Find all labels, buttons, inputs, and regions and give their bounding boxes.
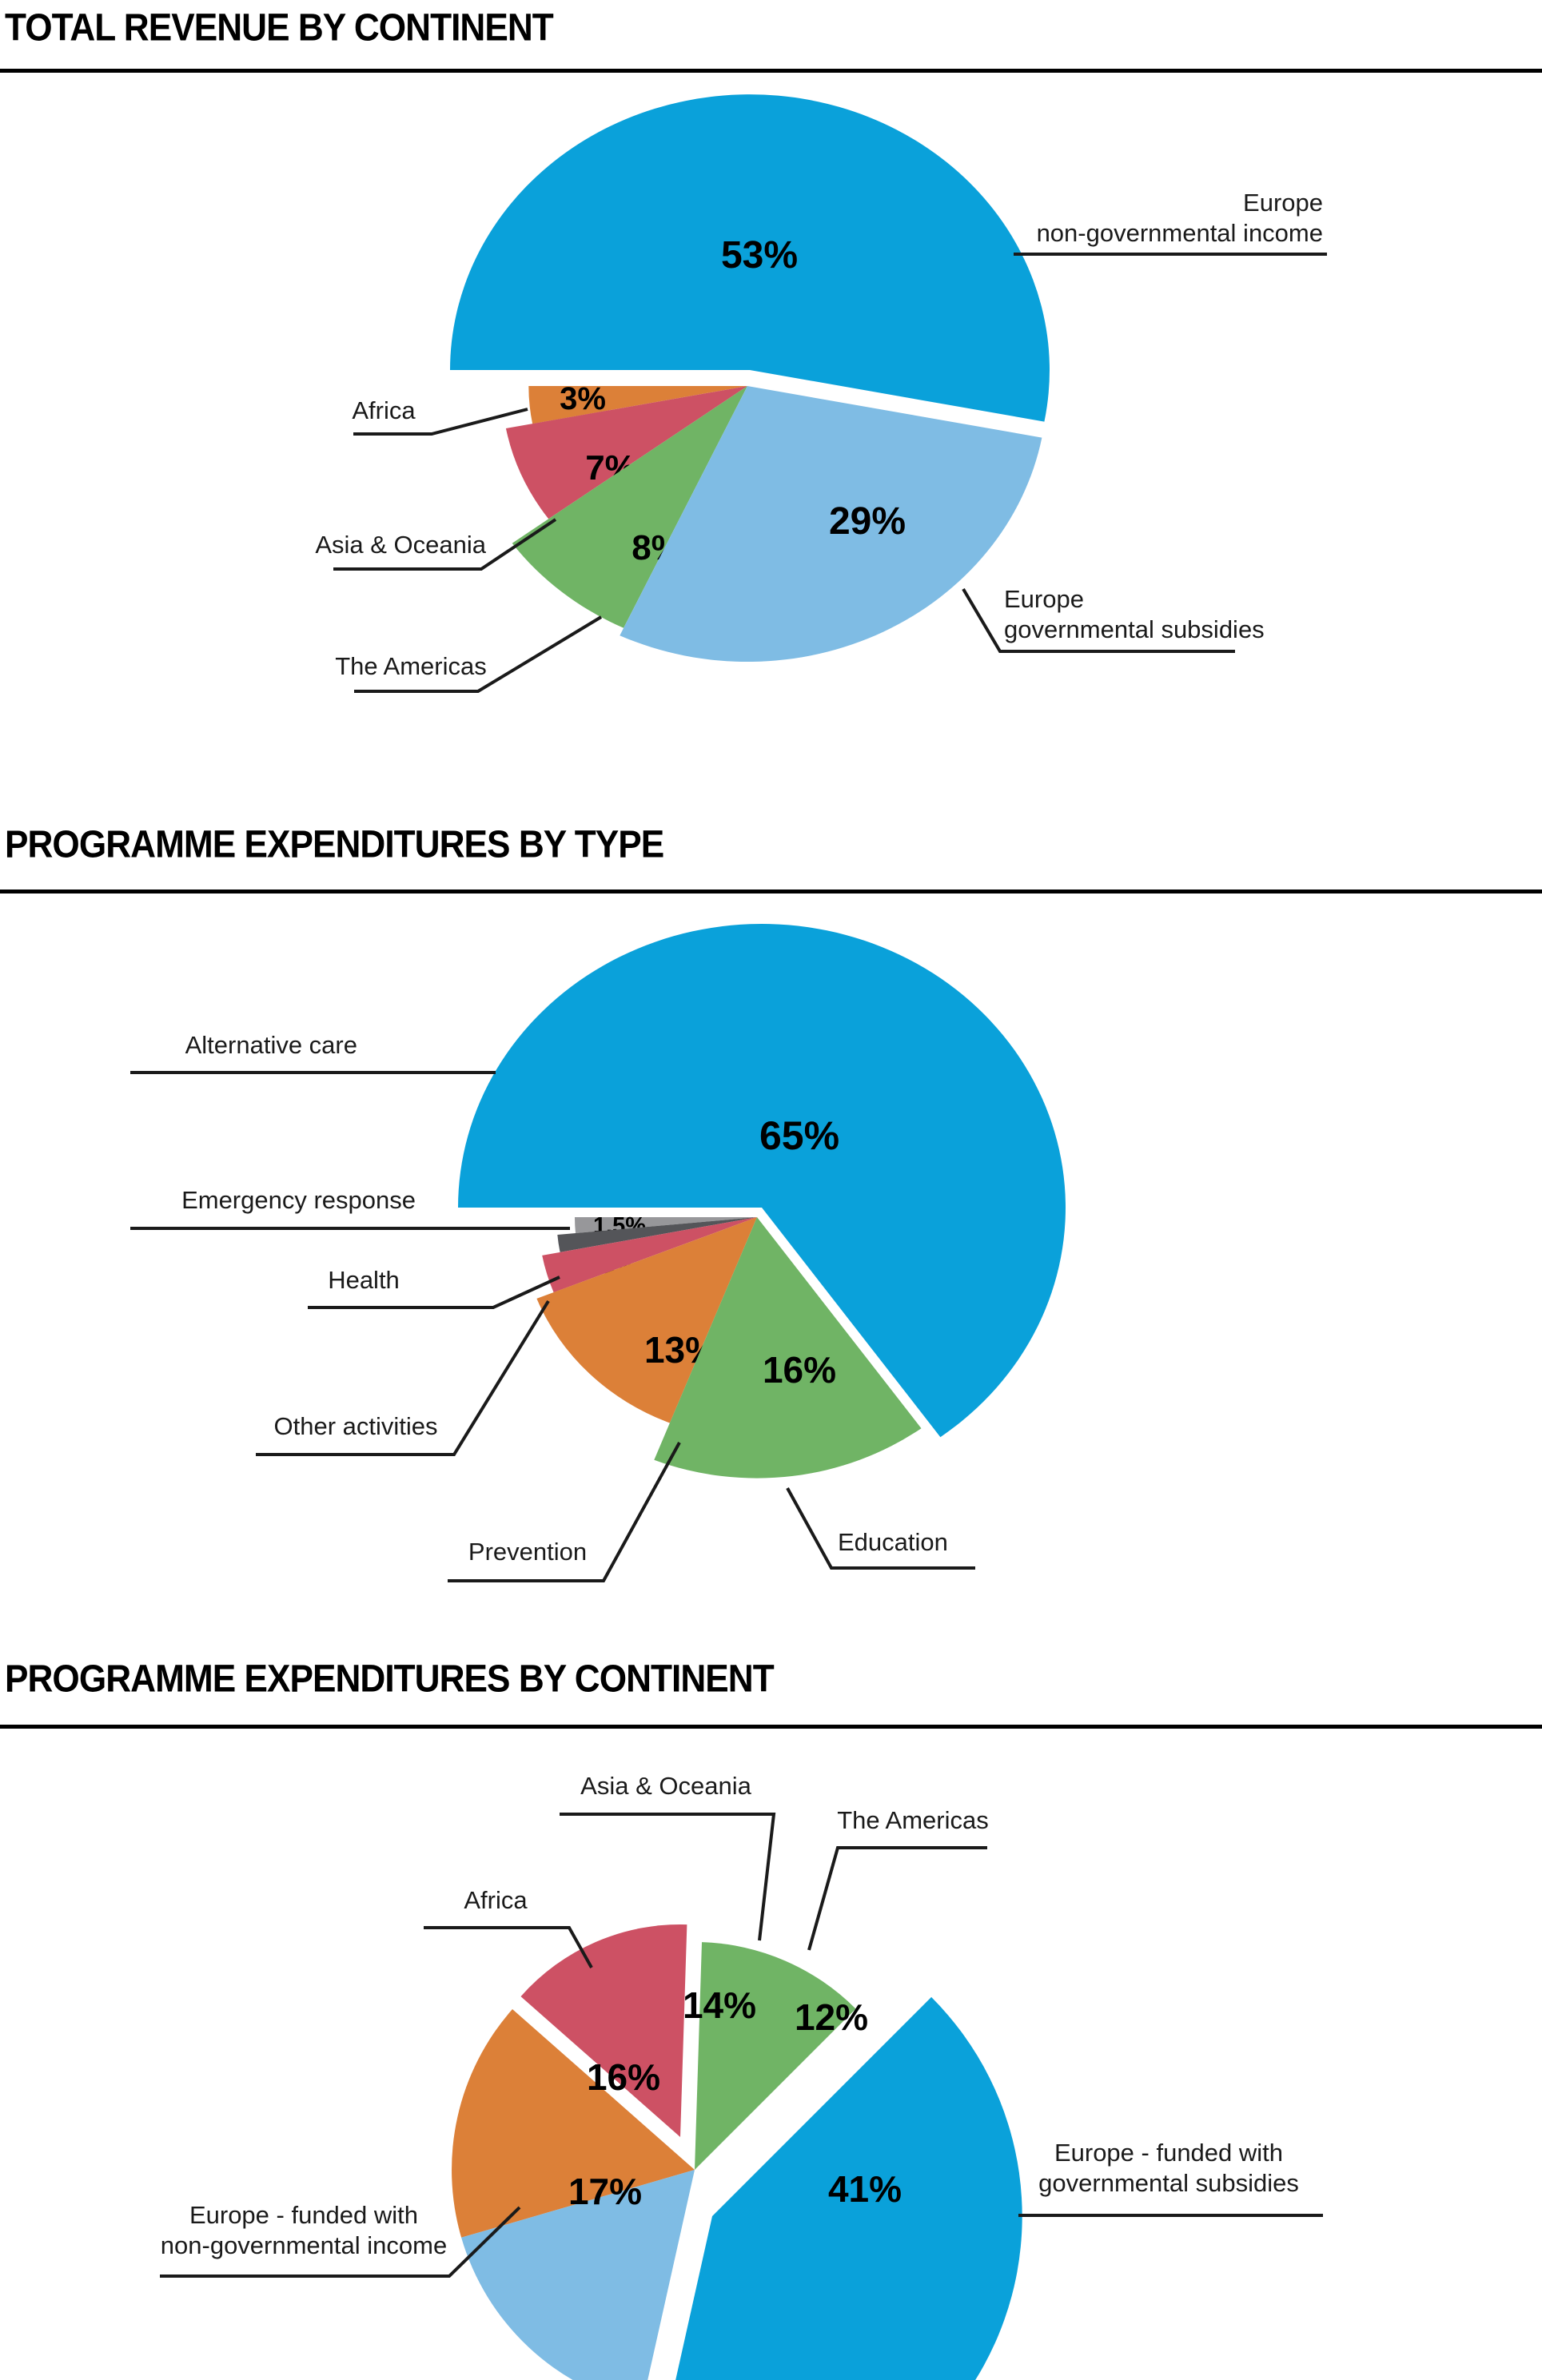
chart3-europe-gov-label-line2: governmental subsidies	[1038, 2169, 1299, 2197]
chart3-americas-leader-line	[807, 1846, 987, 1951]
slice-europe-non-governmental-income	[461, 2170, 695, 2380]
pie-chart-1: 53%3%7%8%29%	[450, 94, 1050, 663]
chart1-europe-gov-leader-line	[962, 587, 1235, 653]
chart2-prevention-leader-line	[448, 1442, 681, 1582]
chart2-health-label: Health	[328, 1266, 400, 1294]
chart2-other-activities-label: Other activities	[273, 1412, 437, 1440]
chart3-asia-oceania-leader-line	[560, 1813, 776, 1941]
slice-prevention	[536, 1217, 757, 1423]
pct-label-asia-oceania: 14%	[683, 1984, 756, 2026]
chart2-prevention-label: Prevention	[468, 1538, 587, 1566]
slice-alternative-care	[458, 924, 1066, 1438]
chart1-title: TOTAL REVENUE BY CONTINENT	[5, 6, 554, 50]
chart1-africa-leader-line	[353, 408, 528, 436]
slice-europe-non-governmental-income	[450, 94, 1050, 422]
slice-asia-oceania	[505, 386, 747, 519]
pct-label-africa: 3%	[560, 381, 606, 416]
chart3-europe-nongov-label-line2: non-governmental income	[161, 2231, 447, 2259]
chart1-europe-gov-label-line2: governmental subsidies	[1004, 615, 1265, 643]
slice-other-activities	[542, 1217, 757, 1293]
slice-emergency-response	[575, 1217, 757, 1233]
pct-label-europe-governmental-subsidies: 41%	[828, 2168, 902, 2210]
chart2-title: PROGRAMME EXPENDITURES BY TYPE	[5, 822, 664, 866]
slice-the-americas	[695, 1942, 856, 2170]
chart3-europe-gov-label-line1: Europe - funded with	[1054, 2139, 1283, 2167]
chart2-title-rule	[0, 890, 1542, 893]
chart1-africa-label: Africa	[352, 396, 416, 424]
pct-label-alternative-care: 65%	[759, 1113, 839, 1158]
chart1-americas-leader-line	[354, 615, 603, 693]
pie-chart-3: 12% 14% 16% 17% 41%	[452, 1924, 1022, 2380]
pct-label-europe-non-governmental-income: 17%	[568, 2171, 642, 2212]
chart1-callouts: Africa Asia & Oceania The Americas Europ…	[315, 189, 1327, 693]
pct-label-europe-non-governmental-income: 53%	[721, 234, 798, 277]
chart3-africa-leader-line	[424, 1926, 593, 1968]
chart3-title: PROGRAMME EXPENDITURES BY CONTINENT	[5, 1657, 775, 1701]
pct-label-the-americas: 12%	[795, 1996, 868, 2038]
chart1-title-rule	[0, 69, 1542, 73]
chart1-asia-oceania-leader-line	[333, 518, 557, 571]
chart2-emergency-label: Emergency response	[181, 1186, 416, 1214]
chart1-europe-nongov-label-line2: non-governmental income	[1037, 219, 1323, 247]
slice-europe-governmental-subsidies	[620, 386, 1042, 663]
chart2-alternative-care-label: Alternative care	[185, 1031, 357, 1059]
slice-europe-governmental-subsidies	[675, 1996, 1022, 2380]
chart1-asia-oceania-label: Asia & Oceania	[315, 531, 486, 559]
chart3-africa-label: Africa	[464, 1886, 528, 1914]
chart3-europe-nongov-leader-line	[160, 2206, 521, 2278]
chart2-education-leader-line	[786, 1487, 975, 1570]
slice-asia-oceania	[520, 1924, 687, 2137]
chart2-education-label: Education	[838, 1528, 948, 1556]
pie-chart-2: 65%1.5%1.5%3%13%16%	[458, 924, 1066, 1479]
slice-education	[654, 1217, 922, 1479]
chart1-europe-nongov-label-line1: Europe	[1243, 189, 1323, 217]
chart2-other-activities-leader-line	[256, 1299, 550, 1456]
slice-the-americas	[512, 386, 747, 628]
slice-africa	[452, 2009, 695, 2238]
chart3-americas-label: The Americas	[837, 1806, 989, 1834]
slice-africa	[528, 386, 747, 424]
chart3-asia-oceania-label: Asia & Oceania	[580, 1772, 751, 1800]
pct-label-education: 16%	[763, 1349, 836, 1391]
chart3-title-rule	[0, 1725, 1542, 1729]
pct-label-europe-governmental-subsidies: 29%	[829, 500, 906, 543]
slice-health	[557, 1217, 757, 1252]
chart3-callouts: Asia & Oceania The Americas Africa Europ…	[160, 1772, 1323, 2278]
chart2-health-leader-line	[308, 1276, 560, 1309]
chart2-callouts: Alternative care Emergency response Heal…	[130, 1031, 975, 1582]
pct-label-africa: 16%	[587, 2056, 660, 2098]
chart1-europe-gov-label-line1: Europe	[1004, 585, 1084, 613]
chart3-europe-nongov-label-line1: Europe - funded with	[189, 2201, 418, 2229]
chart1-americas-label: The Americas	[335, 652, 487, 680]
